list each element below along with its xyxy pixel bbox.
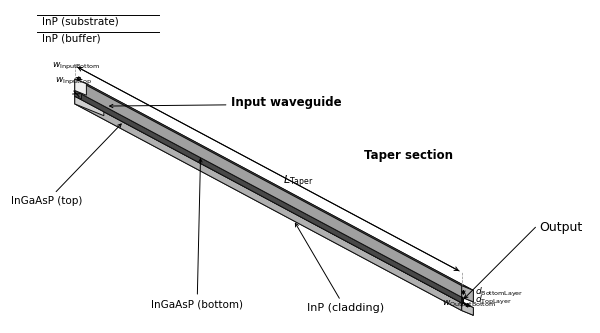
- Text: Taper section: Taper section: [364, 149, 454, 162]
- Text: $L_{\mathrm{Taper}}$: $L_{\mathrm{Taper}}$: [283, 174, 313, 190]
- Text: $w_{\mathrm{InputBottom}}$: $w_{\mathrm{InputBottom}}$: [52, 61, 100, 72]
- Polygon shape: [75, 79, 473, 290]
- Polygon shape: [75, 104, 473, 315]
- Polygon shape: [75, 96, 104, 116]
- Polygon shape: [86, 84, 473, 302]
- Text: $w_{\mathrm{OutputBottom}}$: $w_{\mathrm{OutputBottom}}$: [442, 299, 496, 310]
- Polygon shape: [75, 91, 473, 302]
- Text: InP (cladding): InP (cladding): [295, 223, 384, 313]
- Polygon shape: [75, 96, 462, 311]
- Polygon shape: [75, 96, 462, 303]
- Polygon shape: [75, 79, 86, 95]
- Text: InP (buffer): InP (buffer): [42, 34, 101, 44]
- Text: $d_{\mathrm{TopLayer}}$: $d_{\mathrm{TopLayer}}$: [475, 294, 512, 307]
- Text: InGaAsP (bottom): InGaAsP (bottom): [151, 159, 243, 310]
- Polygon shape: [75, 91, 462, 303]
- Text: $d_{\mathrm{BottomLayer}}$: $d_{\mathrm{BottomLayer}}$: [475, 286, 523, 299]
- Text: $w_{\mathrm{InputTop}}$: $w_{\mathrm{InputTop}}$: [55, 76, 92, 87]
- Polygon shape: [104, 108, 473, 315]
- Polygon shape: [462, 286, 473, 302]
- Polygon shape: [75, 91, 82, 99]
- Polygon shape: [75, 79, 462, 297]
- Polygon shape: [462, 303, 473, 315]
- Text: InP (substrate): InP (substrate): [42, 17, 119, 27]
- Text: InGaAsP (top): InGaAsP (top): [11, 124, 121, 206]
- Text: Input waveguide: Input waveguide: [230, 97, 341, 110]
- Text: Output: Output: [539, 221, 583, 234]
- Polygon shape: [82, 93, 462, 303]
